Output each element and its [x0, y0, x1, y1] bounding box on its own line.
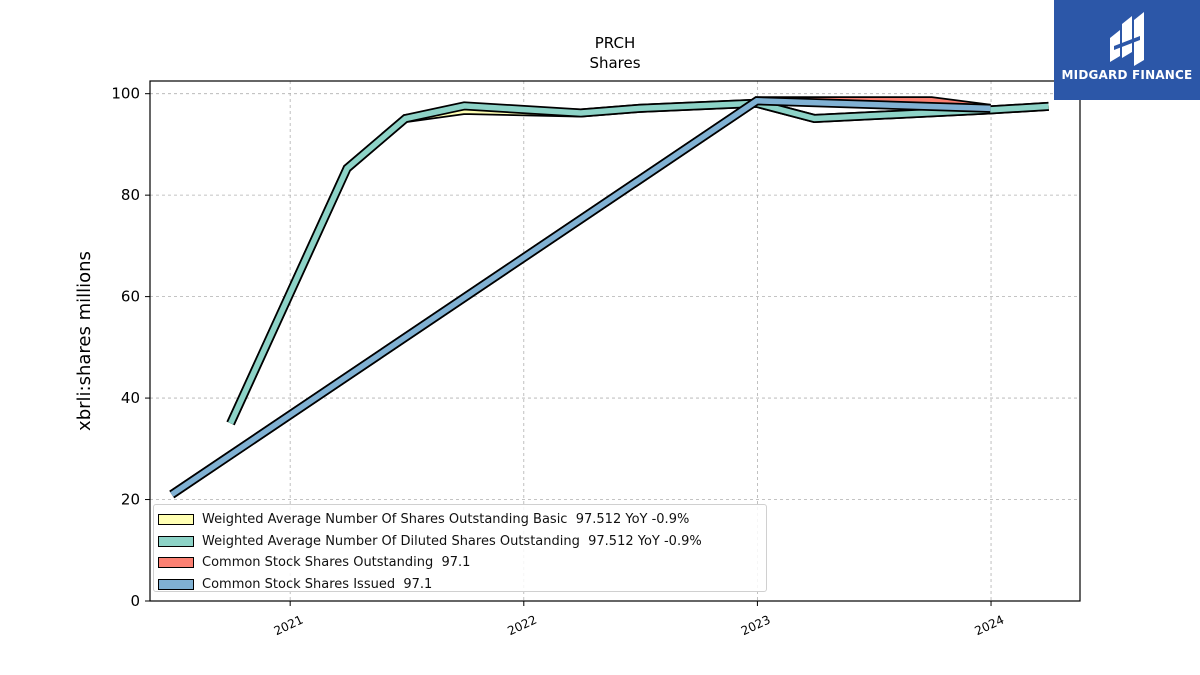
series-lines: [169, 96, 1049, 499]
legend-swatch-diluted: [158, 535, 194, 547]
legend-series-summary: 97.1: [441, 555, 471, 571]
legend-label: Weighted Average Number Of Shares Outsta…: [202, 512, 689, 527]
midgard-monogram-icon: [1110, 12, 1144, 66]
legend: Weighted Average Number Of Shares Outsta…: [153, 504, 767, 592]
series-line-outline: [169, 96, 991, 499]
y-axis: 0 20 40 60 80 100: [111, 85, 150, 610]
legend-series-name: Weighted Average Number Of Diluted Share…: [202, 533, 580, 549]
series-line-2: [226, 98, 1049, 426]
legend-swatch-issued: [158, 578, 194, 590]
y-tick-label: 60: [121, 288, 140, 306]
series-line-3: [169, 96, 991, 499]
legend-label: Weighted Average Number Of Diluted Share…: [202, 534, 702, 549]
legend-item-issued: Common Stock Shares Issued 97.1: [158, 574, 766, 596]
y-axis-label: xbrli:shares millions: [74, 251, 95, 431]
legend-item-basic: Weighted Average Number Of Shares Outsta…: [158, 509, 766, 531]
plot-frame: [149, 80, 1081, 602]
legend-label: Common Stock Shares Issued 97.1: [202, 577, 432, 592]
x-axis: 2021 2022 2023 2024: [272, 601, 1006, 638]
legend-series-name: Weighted Average Number Of Shares Outsta…: [202, 512, 568, 528]
legend-item-outstanding: Common Stock Shares Outstanding 97.1: [158, 552, 766, 574]
x-tick-label: 2024: [973, 613, 1007, 639]
legend-series-summary: 97.512 YoY -0.9%: [588, 533, 702, 549]
y-tick-label: 80: [121, 186, 140, 204]
series-line-4: [169, 96, 991, 499]
brand-name: MIDGARD FINANCE: [1061, 68, 1193, 82]
series-line-fill: [170, 98, 991, 497]
y-tick-label: 100: [111, 85, 140, 103]
legend-label: Common Stock Shares Outstanding 97.1: [202, 555, 470, 570]
legend-series-summary: 97.512 YoY -0.9%: [575, 512, 690, 528]
legend-series-name: Common Stock Shares Outstanding: [202, 555, 434, 571]
y-tick-label: 20: [121, 491, 140, 509]
series-line-outline: [169, 96, 991, 499]
y-tick-label: 40: [121, 389, 140, 407]
y-tick-label: 0: [130, 592, 140, 610]
legend-swatch-outstanding: [158, 557, 194, 569]
legend-series-name: Common Stock Shares Issued: [202, 576, 396, 592]
x-tick-label: 2022: [505, 613, 539, 639]
chart-subtitle: Shares: [589, 54, 640, 72]
legend-swatch-basic: [158, 514, 194, 526]
brand-logo: MIDGARD FINANCE: [1054, 0, 1200, 100]
x-tick-label: 2023: [739, 613, 773, 639]
chart-title: PRCH: [595, 34, 635, 52]
x-tick-label: 2021: [272, 613, 306, 639]
legend-item-diluted: Weighted Average Number Of Diluted Share…: [158, 531, 766, 553]
legend-series-summary: 97.1: [403, 576, 433, 592]
series-line-fill: [170, 98, 991, 497]
series-line-fill: [228, 100, 1049, 425]
